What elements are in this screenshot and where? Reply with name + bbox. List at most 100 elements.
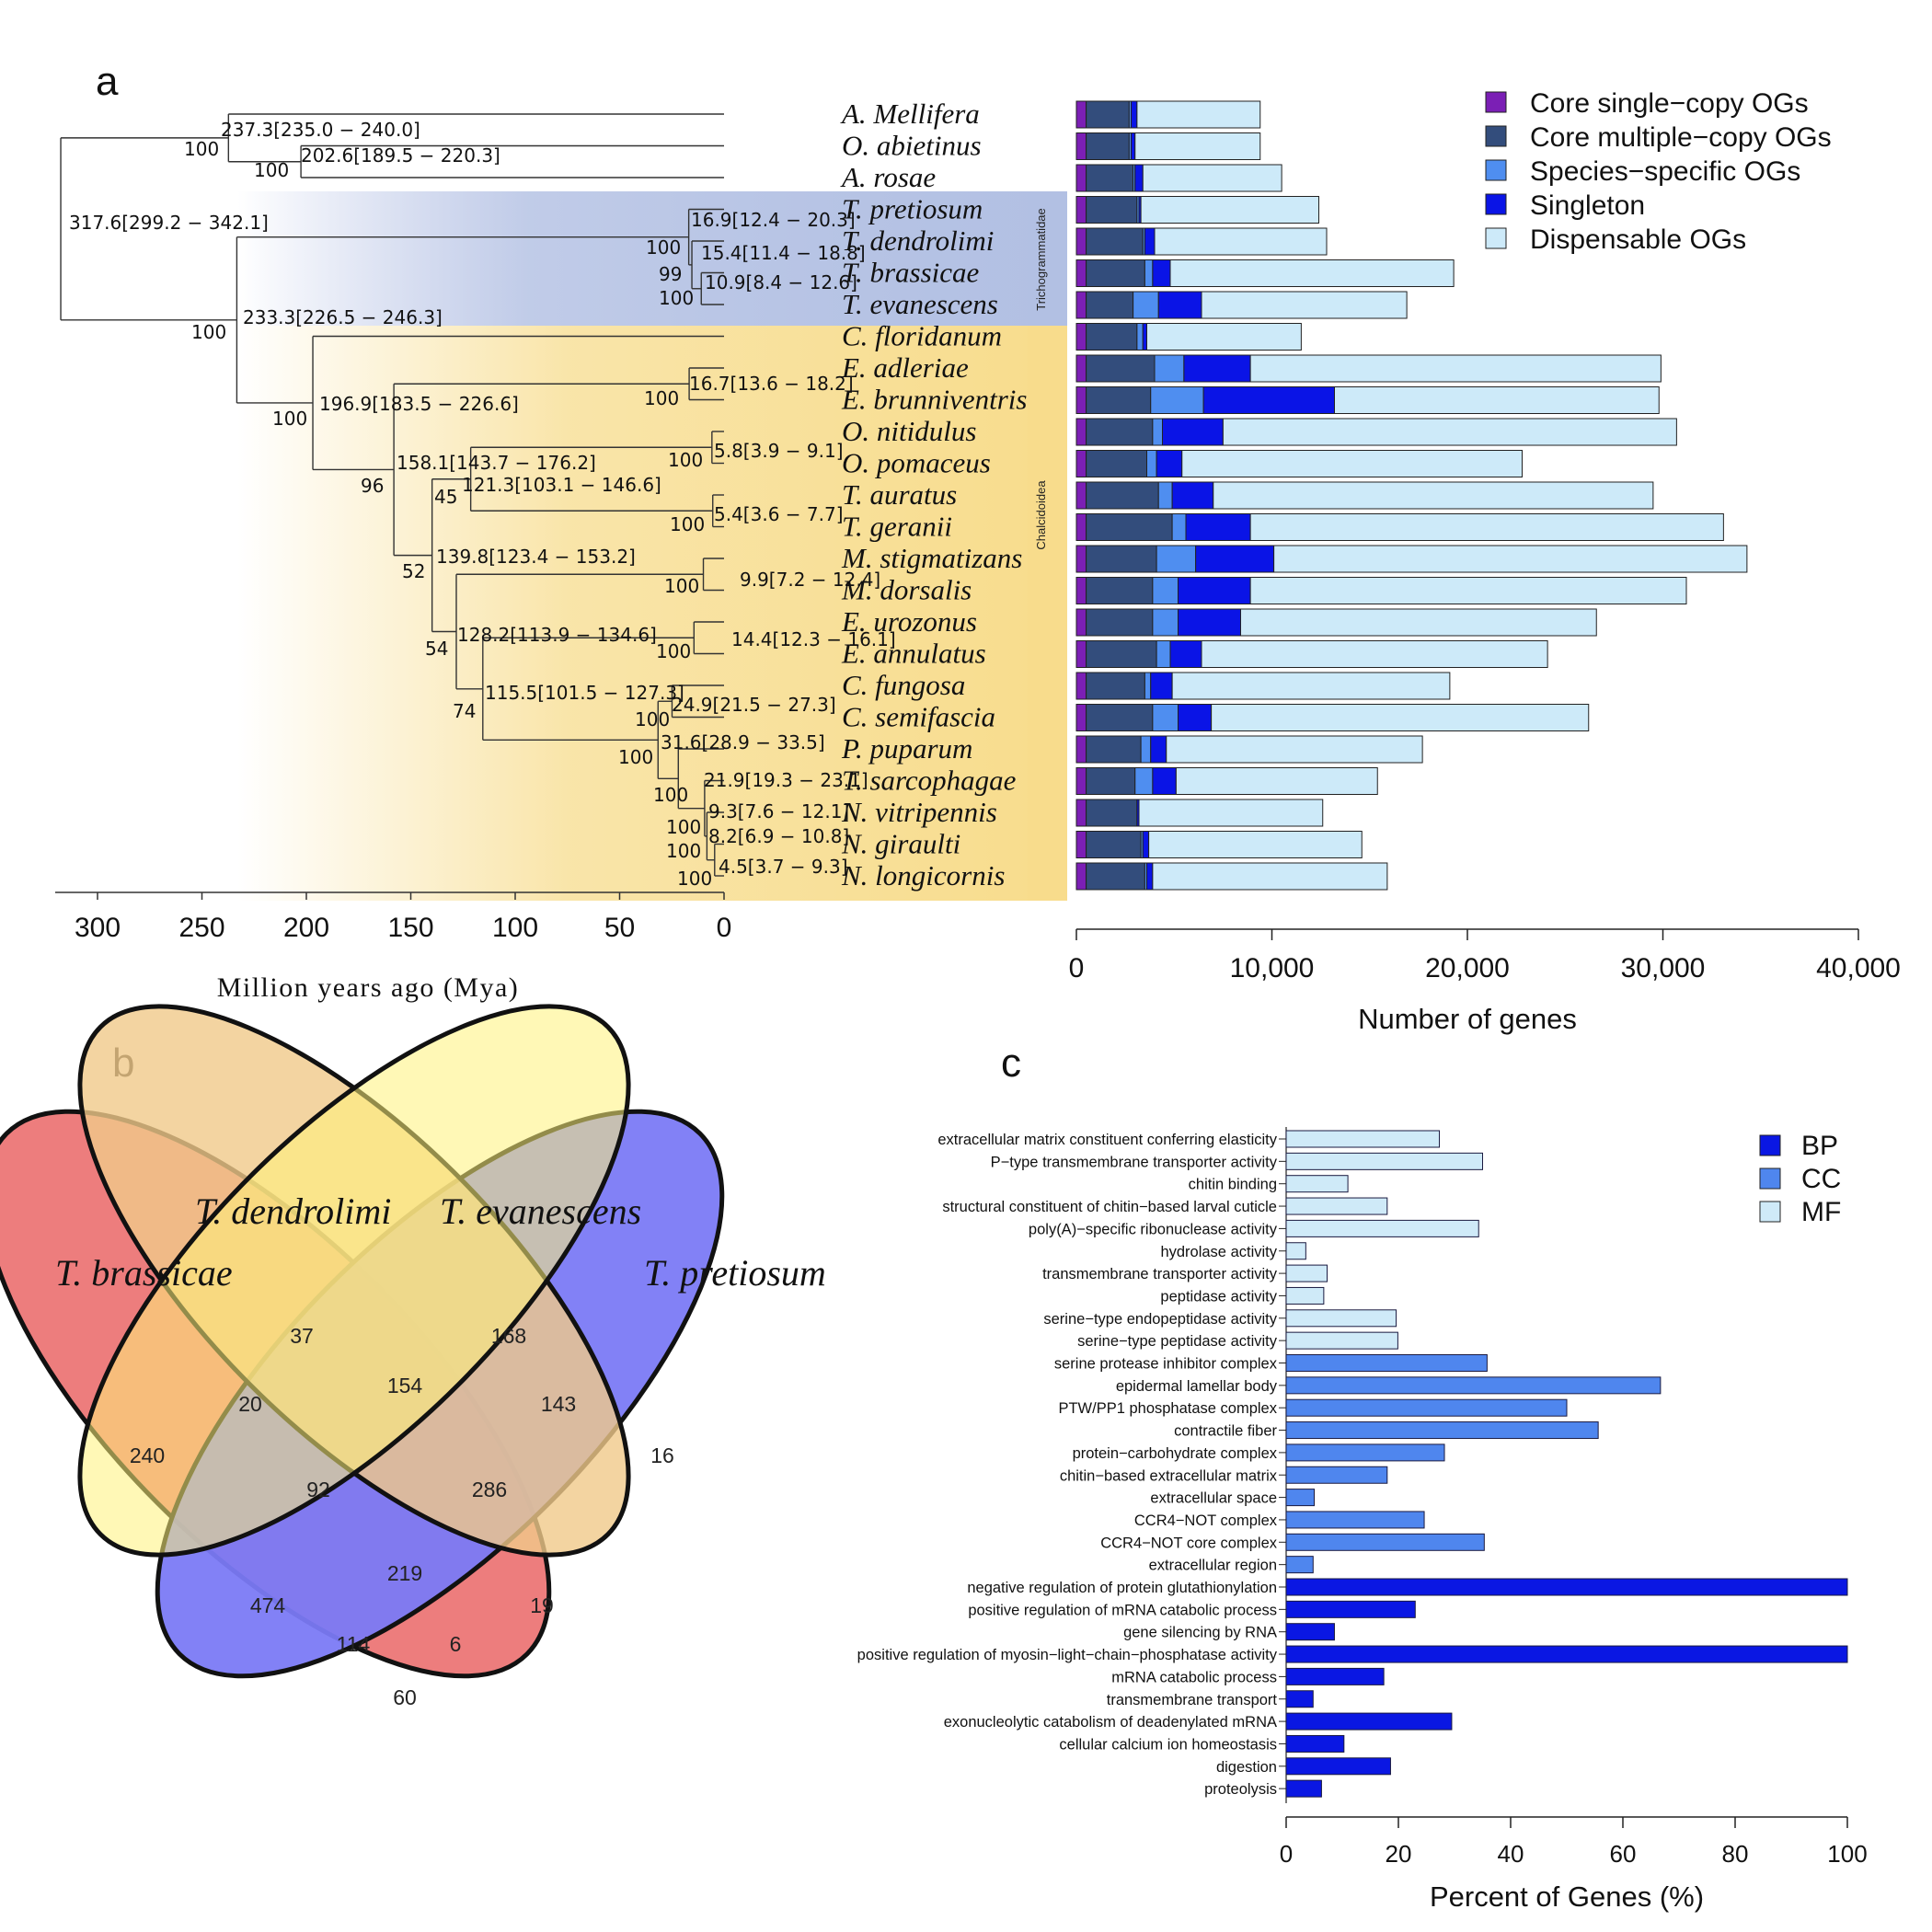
stacked-bar-segment bbox=[1086, 735, 1142, 764]
go-axis-tick-label: 40 bbox=[1498, 1840, 1524, 1868]
stacked-bar-segment bbox=[1146, 323, 1302, 351]
go-term-label: serine−type peptidase activity bbox=[1077, 1333, 1278, 1350]
stacked-bar-segment bbox=[1086, 259, 1145, 287]
stacked-bar-segment bbox=[1156, 545, 1197, 573]
stacked-bar-segment bbox=[1202, 386, 1335, 414]
go-bar bbox=[1285, 1354, 1488, 1372]
node-label: 100 bbox=[666, 816, 701, 838]
go-bar bbox=[1285, 1443, 1445, 1462]
node-label: 139.8[123.4 − 153.2] bbox=[436, 546, 636, 568]
node-label: 9.9[7.2 − 12.4] bbox=[740, 569, 880, 591]
go-term-label: digestion bbox=[1216, 1759, 1277, 1776]
node-label: 202.6[189.5 − 220.3] bbox=[301, 144, 500, 167]
stacked-bar-segment bbox=[1148, 831, 1363, 858]
node-label: 100 bbox=[677, 868, 712, 890]
go-axis-tick-label: 20 bbox=[1386, 1840, 1412, 1868]
node-label: 5.8[3.9 − 9.1] bbox=[714, 440, 844, 462]
stacked-bar-segment bbox=[1249, 513, 1724, 541]
chalcidoidea-highlight bbox=[237, 326, 1067, 901]
go-legend-swatch bbox=[1759, 1201, 1781, 1223]
stacked-bar-segment bbox=[1086, 640, 1157, 668]
stacked-bar-segment bbox=[1075, 831, 1087, 858]
species-label: T. sarcophagae bbox=[842, 765, 1017, 797]
venn-count: 6 bbox=[450, 1632, 462, 1656]
venn-count: 219 bbox=[387, 1561, 422, 1585]
stacked-bar-segment bbox=[1152, 418, 1163, 446]
panel-label-a: a bbox=[96, 59, 119, 104]
species-label: O. abietinus bbox=[842, 130, 982, 162]
venn-title-pretiosum: T. pretiosum bbox=[644, 1252, 826, 1294]
stacked-bar-segment bbox=[1249, 577, 1687, 604]
go-bar bbox=[1285, 1779, 1322, 1798]
go-bar bbox=[1285, 1667, 1385, 1685]
stacked-bar-segment bbox=[1075, 386, 1087, 414]
stacked-bar-segment bbox=[1154, 354, 1185, 383]
stacked-bar-segment bbox=[1171, 513, 1187, 541]
go-bar bbox=[1285, 1398, 1568, 1417]
venn-count: 474 bbox=[250, 1593, 286, 1617]
venn-count: 114 bbox=[337, 1632, 371, 1656]
tree-branches bbox=[60, 113, 724, 877]
panel-label-c: c bbox=[1001, 1041, 1021, 1086]
stacked-bar-segment bbox=[1136, 100, 1261, 129]
species-label: T. auratus bbox=[842, 478, 957, 511]
stacked-bar-segment bbox=[1086, 831, 1142, 858]
stacked-bar-segment bbox=[1075, 862, 1087, 891]
node-label: 14.4[12.3 − 16.1] bbox=[731, 628, 896, 650]
species-label: N. giraulti bbox=[841, 828, 960, 860]
stacked-bar-segment bbox=[1181, 450, 1523, 477]
phylogenetic-tree: Trichogrammatidae Chalcidoidea 237.3[235… bbox=[55, 98, 1067, 1003]
legend-label: Core multiple−copy OGs bbox=[1530, 122, 1832, 153]
stacked-bar-segment bbox=[1075, 291, 1087, 319]
stacked-bar-segment bbox=[1169, 259, 1455, 287]
legend-swatch bbox=[1485, 227, 1507, 249]
stacked-bar-segment bbox=[1152, 577, 1179, 604]
stacked-bar-segment bbox=[1086, 577, 1154, 604]
node-label: 96 bbox=[361, 475, 384, 497]
node-label: 100 bbox=[644, 387, 679, 409]
go-term-label: structural constituent of chitin−based l… bbox=[942, 1199, 1277, 1215]
gene-axis-title: Number of genes bbox=[1358, 1003, 1577, 1035]
gene-axis-tick-label: 30,000 bbox=[1621, 953, 1706, 983]
trichogrammatidae-label: Trichogrammatidae bbox=[1034, 208, 1048, 311]
stacked-bar-segment bbox=[1075, 259, 1087, 287]
go-term-label: extracellular matrix constituent conferr… bbox=[937, 1132, 1277, 1148]
time-tick-label: 150 bbox=[387, 913, 433, 943]
stacked-bar-segment bbox=[1075, 164, 1087, 192]
stacked-bar-segment bbox=[1152, 704, 1179, 731]
go-term-label: protein−carbohydrate complex bbox=[1073, 1445, 1278, 1462]
venn-count: 154 bbox=[387, 1374, 423, 1397]
go-term-label: cellular calcium ion homeostasis bbox=[1059, 1736, 1277, 1753]
stacked-bar-segment bbox=[1086, 672, 1145, 700]
go-term-label: serine protease inhibitor complex bbox=[1054, 1356, 1278, 1373]
go-bar bbox=[1285, 1219, 1479, 1237]
species-label: T. dendrolimi bbox=[842, 224, 994, 257]
go-legend-label: BP bbox=[1801, 1131, 1838, 1161]
stacked-bar-segment bbox=[1154, 227, 1328, 256]
stacked-bar-segment bbox=[1157, 481, 1173, 510]
stacked-bar-segment bbox=[1075, 196, 1087, 224]
venn-diagram: 240 37 168 16 20 154 143 92 286 219 474 114 6 60 19 T.… bbox=[0, 1004, 826, 1709]
stacked-bar-segment bbox=[1201, 291, 1408, 319]
go-term-label: chitin−based extracellular matrix bbox=[1060, 1467, 1278, 1484]
stacked-bar-segment bbox=[1086, 164, 1134, 192]
node-label: 9.3[7.6 − 12.1] bbox=[708, 800, 849, 822]
go-bar bbox=[1285, 1331, 1398, 1350]
species-label: T. evanescens bbox=[842, 288, 998, 320]
node-label: 100 bbox=[646, 236, 681, 259]
node-label: 100 bbox=[272, 408, 307, 430]
time-tick-label: 100 bbox=[492, 913, 538, 943]
stacked-bar-segment bbox=[1142, 323, 1147, 351]
stacked-bar-segment bbox=[1086, 386, 1152, 414]
species-label: E. urozonus bbox=[841, 605, 977, 638]
stacked-bar-segment bbox=[1157, 291, 1202, 319]
go-axis-tick-label: 0 bbox=[1280, 1840, 1293, 1868]
stacked-bar-segment bbox=[1156, 450, 1183, 477]
gene-axis-tick-label: 20,000 bbox=[1425, 953, 1510, 983]
go-term-label: peptidase activity bbox=[1160, 1288, 1277, 1305]
stacked-bar-segment bbox=[1240, 608, 1597, 637]
node-label: 115.5[101.5 − 127.3] bbox=[485, 682, 684, 704]
node-label: 100 bbox=[653, 784, 688, 806]
node-label: 4.5[3.7 − 9.3] bbox=[719, 856, 848, 878]
venn-count: 60 bbox=[393, 1685, 417, 1709]
